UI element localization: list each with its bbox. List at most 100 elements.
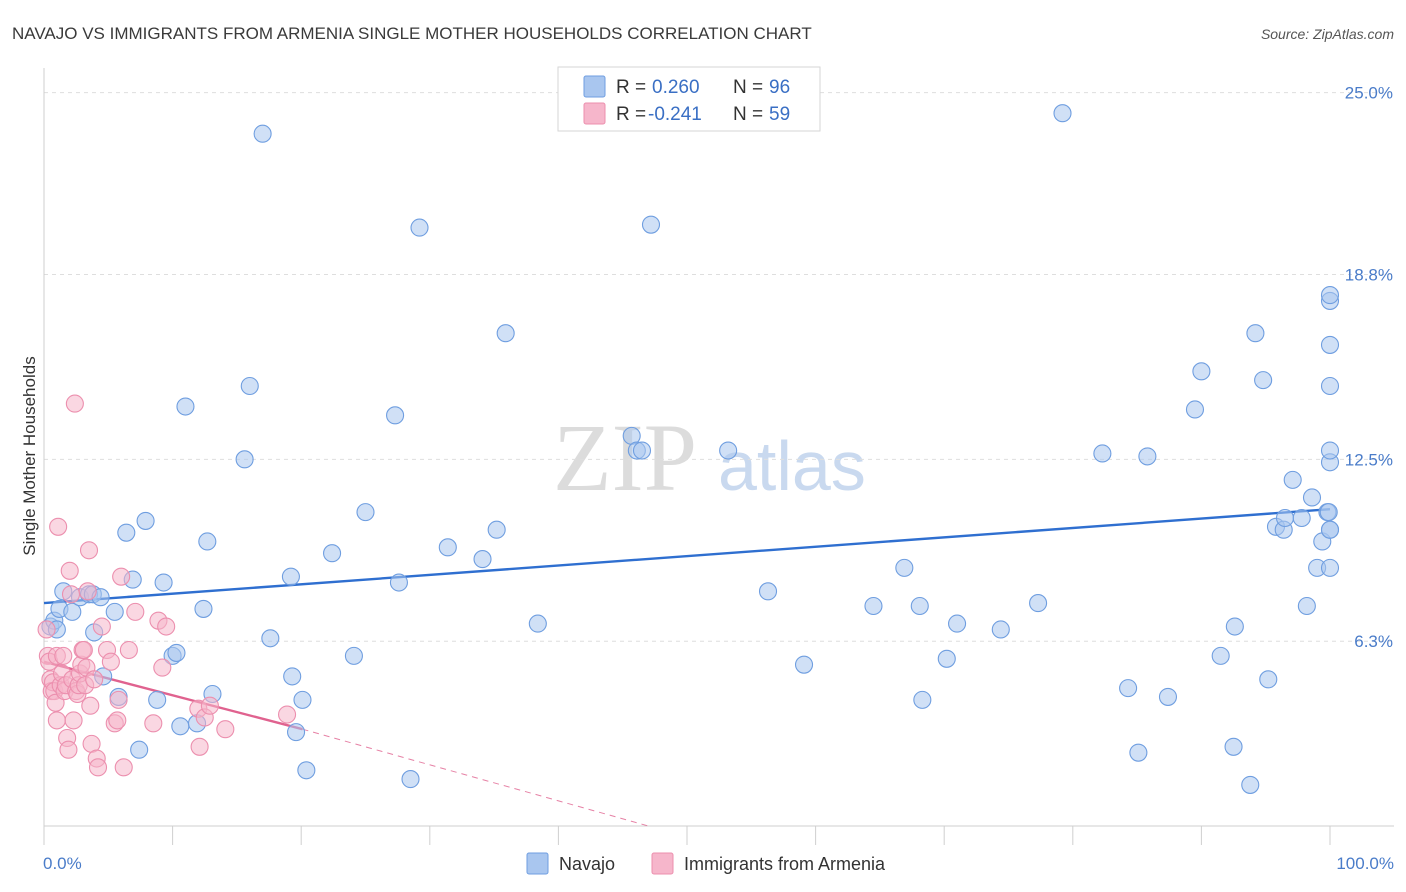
chart-source: Source: ZipAtlas.com (1261, 26, 1394, 42)
point-navajo-90 (1320, 558, 1340, 577)
point-navajo-76 (1246, 324, 1265, 343)
point-navajo-42 (401, 770, 420, 789)
x-tick-label-min: 0.0% (43, 854, 82, 873)
legend-r-label-navajo: R = (616, 77, 646, 98)
point-armenia-58 (278, 705, 297, 724)
point-armenia-52 (157, 617, 176, 636)
point-armenia-33 (79, 541, 99, 560)
point-navajo-75 (1241, 775, 1260, 794)
point-navajo-32 (281, 567, 300, 586)
point-navajo-58 (910, 596, 929, 616)
point-navajo-47 (496, 324, 515, 343)
legend-swatch-navajo (583, 75, 606, 98)
point-navajo-59 (913, 690, 932, 709)
bottom-legend-swatch-navajo (526, 852, 549, 875)
y-tick-labels: 6.3% 12.5% 18.8% 25.0% (1345, 84, 1393, 652)
legend-r-value-navajo: 0.260 (652, 77, 700, 98)
point-armenia-39 (92, 617, 111, 636)
point-armenia-47 (119, 640, 138, 660)
point-armenia-10 (49, 517, 68, 536)
point-navajo-96 (1320, 286, 1340, 305)
point-armenia-0 (37, 620, 56, 639)
point-armenia-32 (78, 582, 97, 601)
point-armenia-19 (61, 585, 81, 604)
point-navajo-43 (410, 218, 429, 237)
point-navajo-70 (1185, 400, 1205, 419)
point-navajo-81 (1275, 508, 1295, 528)
y-axis-label: Single Mother Households (20, 356, 39, 555)
point-navajo-72 (1211, 646, 1230, 665)
point-navajo-26 (198, 532, 217, 551)
point-armenia-21 (64, 711, 83, 730)
point-navajo-65 (1093, 444, 1112, 463)
point-armenia-57 (216, 720, 235, 739)
y-tick-label-1: 12.5% (1345, 450, 1393, 469)
point-navajo-31 (261, 629, 280, 648)
x-tick-label-max: 100.0% (1336, 854, 1394, 873)
axes (43, 68, 1394, 845)
point-navajo-66 (1119, 679, 1138, 698)
point-navajo-54 (758, 582, 778, 601)
point-navajo-52 (641, 215, 661, 234)
point-armenia-18 (60, 561, 79, 580)
point-navajo-28 (235, 450, 254, 469)
point-navajo-46 (487, 520, 506, 539)
legend: R = 0.260 N = 96 R = -0.241 N = 59 (557, 66, 821, 132)
point-navajo-78 (1259, 670, 1278, 689)
bottom-legend-label-armenia: Immigrants from Armenia (684, 854, 886, 874)
chart-title: NAVAJO VS IMMIGRANTS FROM ARMENIA SINGLE… (12, 24, 812, 43)
watermark: ZIP atlas (553, 404, 866, 511)
point-navajo-83 (1292, 508, 1311, 528)
legend-n-label-navajo: N = (733, 77, 763, 98)
point-navajo-56 (864, 596, 883, 616)
point-armenia-34 (81, 696, 100, 715)
point-navajo-16 (130, 740, 149, 759)
data-points (37, 104, 1340, 794)
bottom-legend-label-navajo: Navajo (559, 854, 615, 874)
point-navajo-41 (389, 573, 408, 592)
point-armenia-54 (190, 737, 209, 756)
trend-line-navajo (43, 508, 1331, 605)
y-tick-label-0: 6.3% (1354, 632, 1393, 651)
point-armenia-13 (54, 646, 73, 665)
point-armenia-17 (59, 740, 78, 759)
point-armenia-56 (200, 696, 219, 715)
watermark-zip: ZIP (553, 404, 697, 511)
point-navajo-60 (937, 649, 956, 668)
watermark-atlas: atlas (718, 427, 866, 505)
point-navajo-51 (632, 441, 652, 460)
trend-lines (43, 508, 1331, 827)
point-navajo-98 (1320, 520, 1340, 539)
point-armenia-51 (153, 658, 172, 677)
point-navajo-68 (1138, 447, 1157, 466)
point-navajo-62 (991, 620, 1010, 639)
trend-extension-armenia (302, 728, 649, 827)
point-navajo-67 (1129, 743, 1148, 762)
point-navajo-64 (1053, 104, 1072, 123)
point-armenia-46 (114, 758, 133, 777)
legend-r-label-armenia: R = (616, 104, 646, 125)
legend-n-value-navajo: 96 (769, 77, 790, 98)
point-navajo-33 (283, 667, 302, 686)
point-navajo-71 (1192, 362, 1211, 381)
point-navajo-38 (344, 646, 363, 665)
point-navajo-73 (1224, 737, 1243, 756)
point-armenia-22 (65, 394, 84, 413)
point-navajo-35 (293, 690, 312, 709)
point-armenia-43 (108, 711, 127, 730)
point-navajo-22 (171, 717, 190, 736)
point-armenia-45 (112, 567, 131, 586)
point-navajo-14 (117, 523, 136, 542)
point-navajo-44 (438, 538, 457, 557)
legend-n-label-armenia: N = (733, 104, 763, 125)
point-navajo-12 (105, 602, 124, 621)
y-tick-label-2: 18.8% (1345, 266, 1393, 285)
point-navajo-94 (1320, 441, 1340, 460)
point-navajo-5 (63, 602, 82, 621)
grid-lines (44, 92, 1394, 642)
point-navajo-25 (194, 599, 213, 618)
point-navajo-18 (148, 690, 167, 709)
point-navajo-61 (948, 614, 967, 633)
point-navajo-29 (240, 376, 259, 396)
point-navajo-63 (1029, 594, 1048, 613)
